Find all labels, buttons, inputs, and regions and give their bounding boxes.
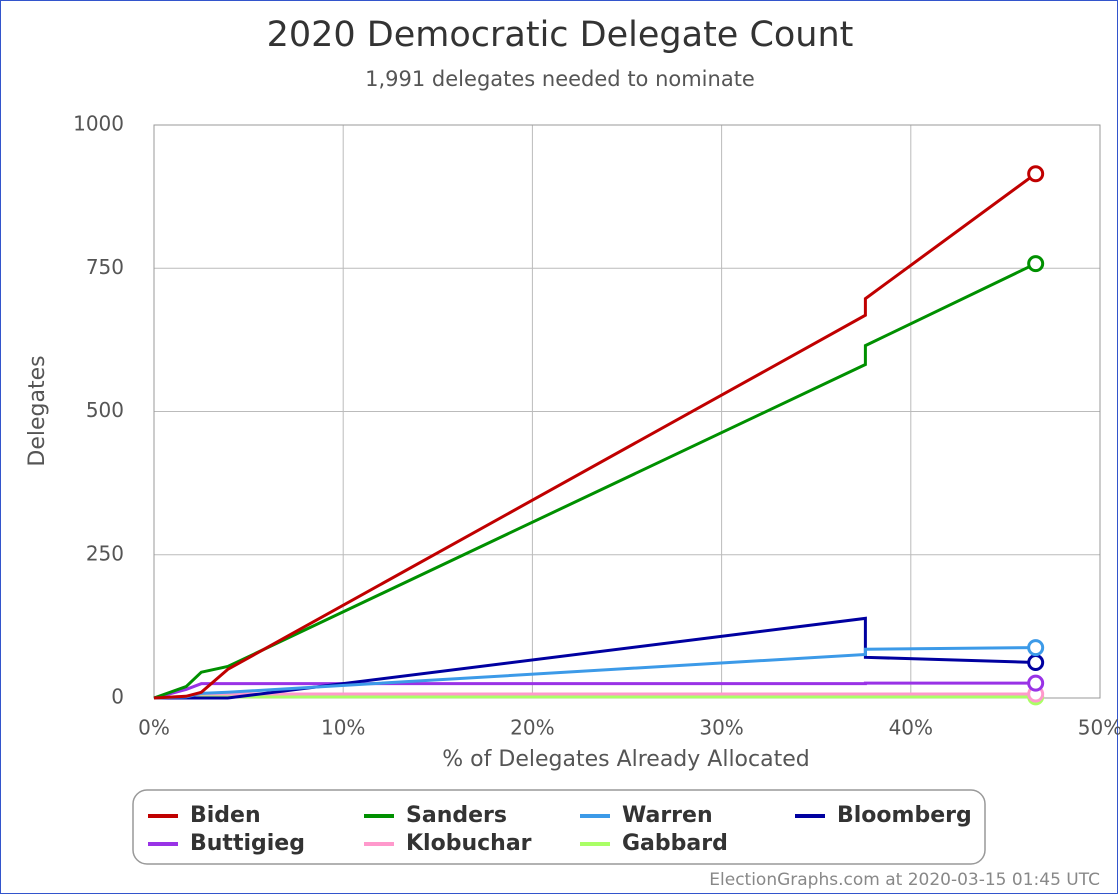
y-tick-label: 250 bbox=[86, 541, 124, 565]
y-tick-label: 750 bbox=[86, 255, 124, 279]
y-axis-label: Delegates bbox=[25, 355, 50, 466]
y-tick-label: 1000 bbox=[73, 112, 124, 136]
legend-label: Buttigieg bbox=[190, 831, 305, 856]
legend-label: Warren bbox=[622, 803, 713, 828]
series-line bbox=[153, 695, 1036, 700]
series-line bbox=[153, 681, 1036, 700]
legend-label: Biden bbox=[190, 803, 261, 828]
x-tick-label: 0% bbox=[138, 716, 170, 740]
legend-label: Klobuchar bbox=[406, 831, 532, 856]
x-tick-label: 50% bbox=[1078, 716, 1120, 740]
x-tick-label: 10% bbox=[321, 716, 365, 740]
legend-box bbox=[132, 789, 986, 865]
x-tick-label: 40% bbox=[889, 716, 933, 740]
end-marker bbox=[1027, 653, 1045, 671]
x-tick-label: 30% bbox=[699, 716, 743, 740]
y-tick-label: 500 bbox=[86, 398, 124, 422]
legend-label: Sanders bbox=[406, 803, 507, 828]
end-marker bbox=[1027, 674, 1045, 692]
x-axis-label: % of Delegates Already Allocated bbox=[442, 747, 809, 772]
x-tick-label: 20% bbox=[510, 716, 554, 740]
end-marker bbox=[1027, 255, 1045, 273]
series-line bbox=[153, 172, 1037, 700]
end-marker bbox=[1027, 639, 1045, 657]
series-line bbox=[153, 262, 1037, 700]
chart-subtitle: 1,991 delegates needed to nominate bbox=[365, 67, 755, 91]
footer: ElectionGraphs.com at 2020-03-15 01:45 U… bbox=[709, 870, 1100, 890]
chart-title: 2020 Democratic Delegate Count bbox=[267, 15, 854, 55]
legend-label: Gabbard bbox=[622, 831, 728, 856]
legend-label: Bloomberg bbox=[837, 803, 972, 828]
y-tick-label: 0 bbox=[111, 685, 124, 709]
end-marker bbox=[1027, 165, 1045, 183]
